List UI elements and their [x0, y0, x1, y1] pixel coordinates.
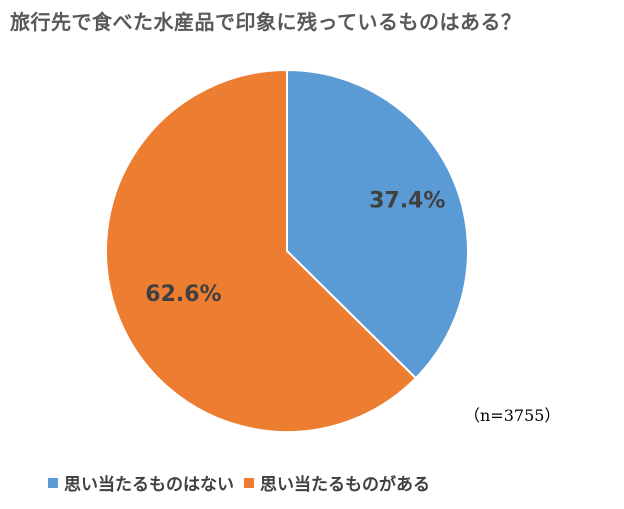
- slice-none: [286, 68, 469, 380]
- chart-title: 旅行先で食べた水産品で印象に残っているものはある？: [10, 10, 522, 34]
- legend-label-some: 思い当たるものがある: [260, 475, 430, 495]
- slice-label-some: 62.6%: [145, 282, 221, 307]
- legend: 思い当たるものはない 思い当たるものがある: [48, 470, 440, 495]
- pie-slices: [105, 68, 469, 433]
- legend-swatch-none: [48, 477, 58, 488]
- legend-label-none: 思い当たるものはない: [64, 475, 234, 495]
- slice-labels: 37.4% 62.6%: [145, 188, 445, 307]
- sample-size-note: （n=3755）: [464, 406, 561, 425]
- slice-label-none: 37.4%: [369, 188, 445, 213]
- slice-some: [105, 68, 418, 433]
- legend-item-some: 思い当たるものがある: [244, 470, 430, 495]
- legend-swatch-some: [244, 477, 254, 488]
- legend-item-none: 思い当たるものはない: [48, 470, 234, 495]
